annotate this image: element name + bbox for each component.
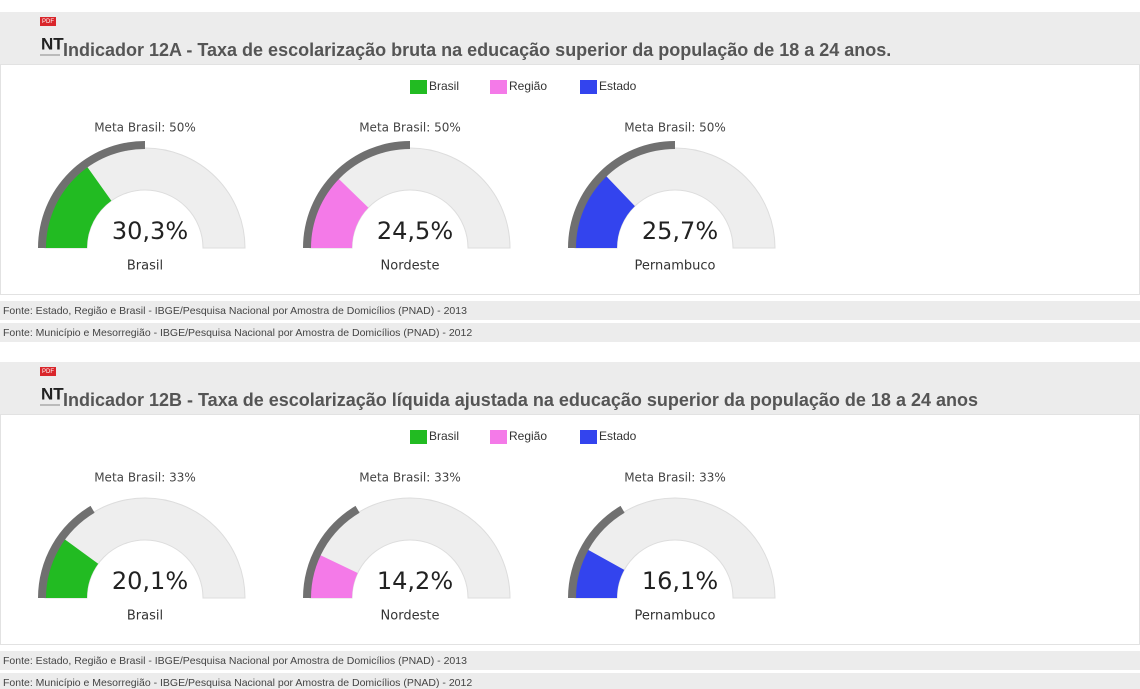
legend-label: Brasil xyxy=(429,79,459,93)
legend-label: Região xyxy=(509,79,547,93)
pdf-badge: PDF xyxy=(42,369,54,375)
source-text: Fonte: Município e Mesorregião - IBGE/Pe… xyxy=(3,327,472,339)
gauge-meta xyxy=(568,141,675,248)
pdf-badge: PDF xyxy=(42,19,54,25)
gauge-value-label: 30,3% xyxy=(112,217,188,245)
gauge-meta xyxy=(568,505,625,598)
meta-label: Meta Brasil: 33% xyxy=(359,471,461,485)
gauge-name: Brasil xyxy=(127,259,163,274)
gauge-value xyxy=(310,178,369,248)
gauge-value-label: 25,7% xyxy=(642,217,718,245)
pdf-badge-bg xyxy=(40,17,56,26)
meta-label: Meta Brasil: 33% xyxy=(624,471,726,485)
gauge-name: Pernambuco xyxy=(635,609,716,624)
gauge-name: Pernambuco xyxy=(635,259,716,274)
gauge-value xyxy=(310,554,358,598)
gauge-value-label: 14,2% xyxy=(377,567,453,595)
meta-label: Meta Brasil: 33% xyxy=(94,471,196,485)
legend-label: Região xyxy=(509,429,547,443)
legend-label: Estado xyxy=(599,429,637,443)
gauge-value-label: 24,5% xyxy=(377,217,453,245)
gauge-value xyxy=(45,538,99,598)
gauge-name: Nordeste xyxy=(381,609,440,624)
source-bar xyxy=(0,673,1140,689)
icon-label: NT xyxy=(41,384,64,403)
gauge-value-label: 16,1% xyxy=(642,567,718,595)
meta-label: Meta Brasil: 50% xyxy=(624,121,726,135)
legend-swatch xyxy=(410,430,427,444)
panel-title: Indicador 12A - Taxa de escolarização br… xyxy=(63,40,891,60)
panel-title: Indicador 12B - Taxa de escolarização lí… xyxy=(63,390,978,410)
gauge-value xyxy=(575,549,625,598)
gauge-value xyxy=(575,175,635,248)
panel-header xyxy=(0,12,1140,64)
legend-swatch xyxy=(580,430,597,444)
legend-swatch xyxy=(490,430,507,444)
legend-swatch xyxy=(490,80,507,94)
gauge-meta xyxy=(303,505,360,598)
legend-label: Estado xyxy=(599,79,637,93)
panel-header xyxy=(0,362,1140,414)
gauge-name: Nordeste xyxy=(381,259,440,274)
gauge-meta xyxy=(38,505,95,598)
source-text: Fonte: Estado, Região e Brasil - IBGE/Pe… xyxy=(3,655,467,667)
legend-label: Brasil xyxy=(429,429,459,443)
meta-label: Meta Brasil: 50% xyxy=(94,121,196,135)
gauge-name: Brasil xyxy=(127,609,163,624)
gauge-value-label: 20,1% xyxy=(112,567,188,595)
pdf-badge-bg xyxy=(40,367,56,376)
source-bar xyxy=(0,301,1140,320)
source-text: Fonte: Estado, Região e Brasil - IBGE/Pe… xyxy=(3,305,467,317)
legend-swatch xyxy=(410,80,427,94)
source-text: Fonte: Município e Mesorregião - IBGE/Pe… xyxy=(3,677,472,689)
source-bar xyxy=(0,323,1140,342)
gauge-meta xyxy=(303,141,410,248)
gauge-meta xyxy=(38,141,145,248)
icon-label: NT xyxy=(41,34,64,53)
source-bar xyxy=(0,651,1140,670)
meta-label: Meta Brasil: 50% xyxy=(359,121,461,135)
legend-swatch xyxy=(580,80,597,94)
gauge-value xyxy=(45,166,112,248)
